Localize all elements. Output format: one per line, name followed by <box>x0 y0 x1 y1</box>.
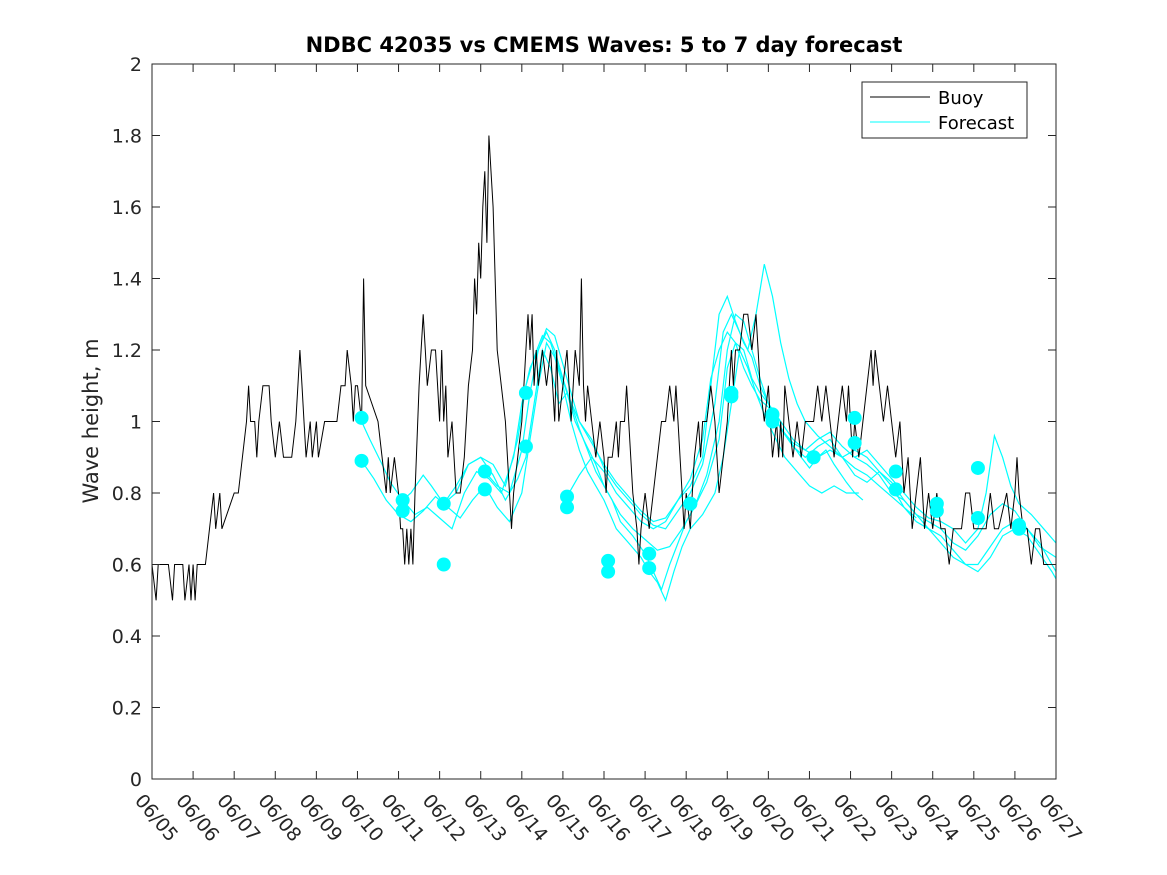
y-tick-label: 1.2 <box>112 340 142 362</box>
y-axis: 0 0.2 0.4 0.6 0.8 1 1.2 1.4 1.6 1.8 2 <box>112 54 1056 791</box>
forecast-marker <box>354 453 369 468</box>
forecast-marker <box>518 439 533 454</box>
legend: Buoy Forecast <box>861 81 1028 139</box>
forecast-marker <box>395 503 410 518</box>
forecast-marker <box>847 410 862 425</box>
forecast-markers <box>354 385 1027 579</box>
y-tick-label: 0.6 <box>112 555 142 577</box>
forecast-marker <box>806 450 821 465</box>
forecast-line <box>484 294 1057 572</box>
forecast-marker <box>1012 521 1027 536</box>
y-tick-label: 0.2 <box>112 698 142 720</box>
forecast-marker <box>518 385 533 400</box>
forecast-marker <box>436 557 451 572</box>
y-axis-label: Wave height, m <box>79 338 103 503</box>
plot-series <box>151 135 1057 603</box>
y-tick-label: 0 <box>130 769 142 791</box>
forecast-marker <box>642 561 657 576</box>
forecast-marker <box>888 464 903 479</box>
forecast-marker <box>601 553 616 568</box>
forecast-marker <box>970 511 985 526</box>
forecast-line <box>361 341 859 603</box>
forecast-marker <box>436 496 451 511</box>
forecast-marker <box>477 464 492 479</box>
y-tick-label: 0.8 <box>112 483 142 505</box>
y-tick-label: 0.4 <box>112 626 142 648</box>
forecast-line <box>854 433 1057 544</box>
forecast-marker <box>765 414 780 429</box>
forecast-marker <box>560 500 575 515</box>
legend-forecast-label: Forecast <box>938 113 1014 134</box>
forecast-marker <box>888 482 903 497</box>
legend-buoy-label: Buoy <box>938 88 984 109</box>
forecast-marker <box>929 503 944 518</box>
forecast-line <box>566 330 1057 558</box>
y-tick-label: 2 <box>130 54 142 76</box>
buoy-line <box>151 135 1056 601</box>
forecast-marker <box>601 564 616 579</box>
forecast-marker <box>683 496 698 511</box>
legend-box <box>861 81 1028 139</box>
forecast-marker <box>642 546 657 561</box>
forecast-marker <box>970 460 985 475</box>
y-tick-label: 1.4 <box>112 269 142 291</box>
forecast-marker <box>395 493 410 508</box>
chart-title: NDBC 42035 vs CMEMS Waves: 5 to 7 day fo… <box>306 33 903 57</box>
forecast-marker <box>354 410 369 425</box>
y-tick-label: 1.8 <box>112 126 142 148</box>
y-tick-label: 1.6 <box>112 197 142 219</box>
y-tick-label: 1 <box>130 412 142 434</box>
forecast-marker <box>560 489 575 504</box>
forecast-marker <box>477 482 492 497</box>
forecast-marker <box>724 389 739 404</box>
forecast-marker <box>847 435 862 450</box>
forecast-line <box>402 313 917 551</box>
